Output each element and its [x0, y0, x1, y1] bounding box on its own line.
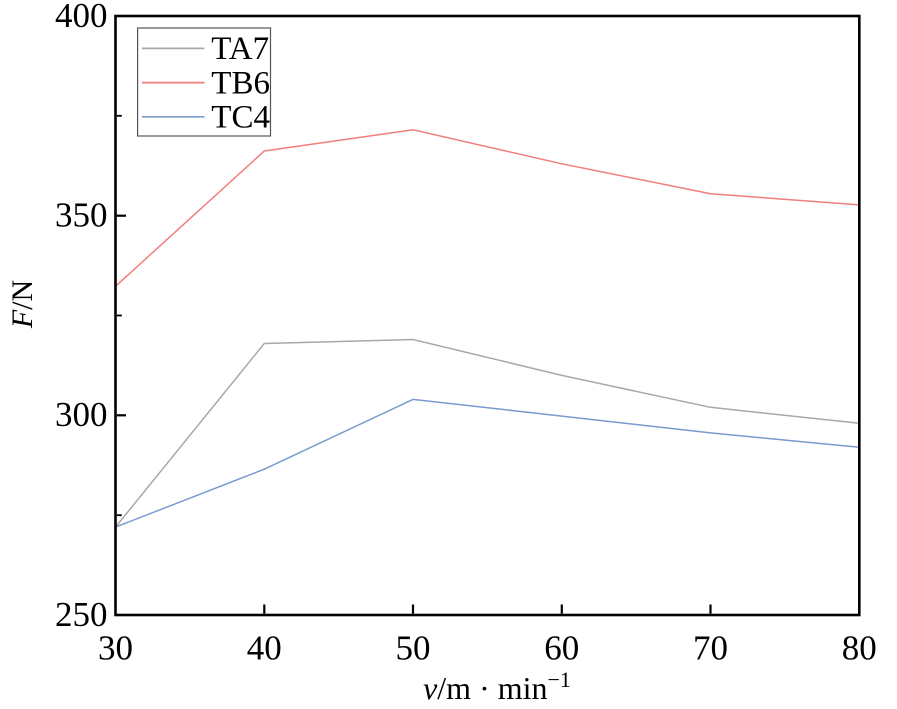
svg-text:70: 70	[693, 629, 728, 668]
svg-text:400: 400	[55, 0, 108, 35]
svg-text:50: 50	[396, 629, 431, 668]
svg-text:60: 60	[544, 629, 579, 668]
svg-text:250: 250	[55, 595, 108, 634]
svg-text:300: 300	[55, 395, 108, 434]
svg-text:40: 40	[247, 629, 282, 668]
svg-text:TB6: TB6	[211, 65, 270, 101]
svg-text:v/m · min−1: v/m · min−1	[423, 667, 571, 707]
svg-text:80: 80	[842, 629, 877, 668]
svg-text:30: 30	[98, 629, 133, 668]
svg-text:F/N: F/N	[6, 280, 39, 329]
svg-text:350: 350	[55, 196, 108, 235]
svg-text:TC4: TC4	[211, 100, 270, 136]
svg-text:TA7: TA7	[211, 31, 269, 67]
